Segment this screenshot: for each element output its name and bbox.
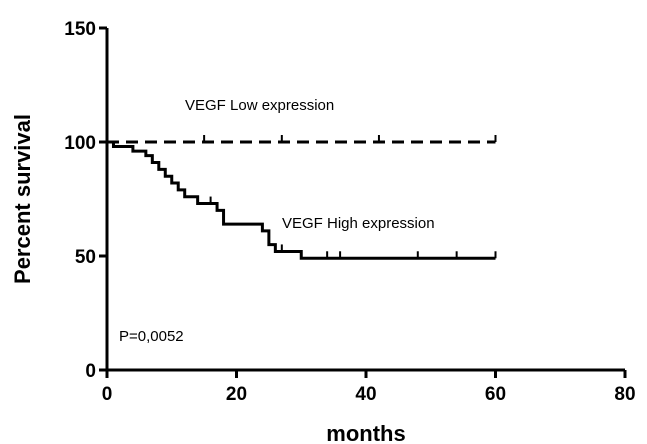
series-label-high: VEGF High expression: [282, 215, 435, 232]
series-label-low: VEGF Low expression: [185, 97, 334, 114]
x-axis-title: months: [326, 421, 405, 444]
series-line-high: [107, 140, 496, 260]
y-tick-label: 150: [64, 19, 96, 40]
axes: [105, 28, 625, 372]
p-value-annotation: P=0,0052: [119, 328, 184, 345]
axis-ticks: 0 50 100 150 0 20 40 60 80: [64, 19, 635, 405]
x-tick-label: 60: [485, 384, 506, 405]
x-tick-label: 20: [226, 384, 247, 405]
y-axis-title: Percent survival: [10, 114, 35, 284]
series-layer: [107, 135, 497, 260]
x-tick-label: 80: [614, 384, 635, 405]
x-tick-label: 0: [102, 384, 113, 405]
x-tick-label: 40: [355, 384, 376, 405]
y-tick-label: 50: [75, 247, 96, 268]
y-tick-label: 0: [85, 361, 96, 382]
y-tick-label: 100: [64, 133, 96, 154]
